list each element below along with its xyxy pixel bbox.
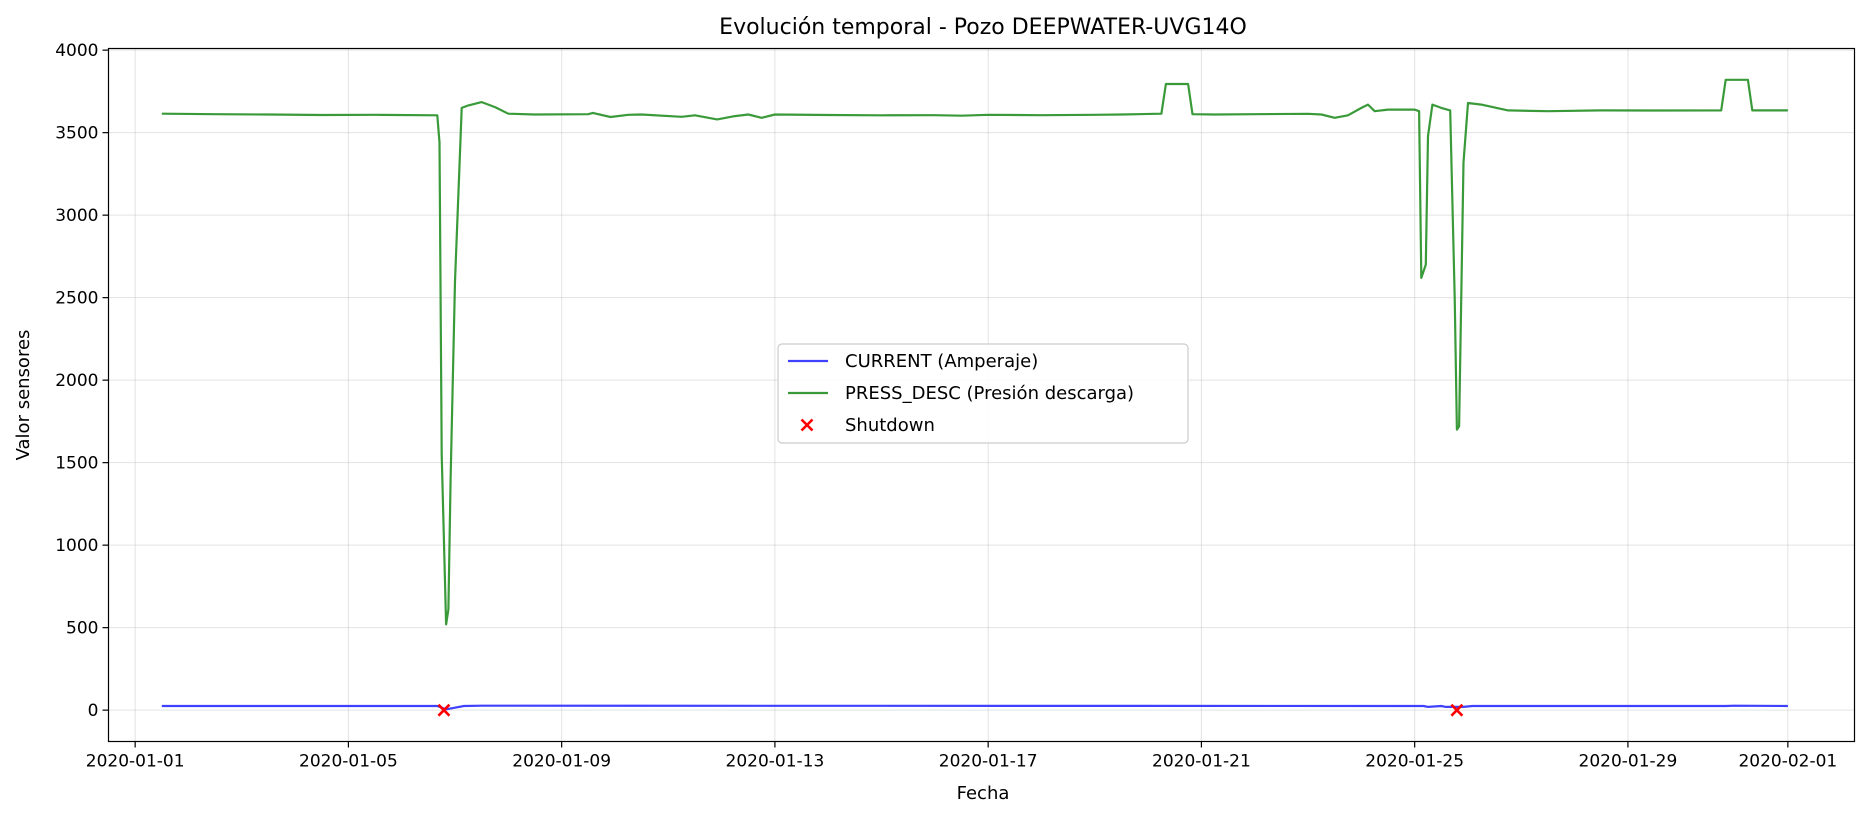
x-tick-label: 2020-01-09: [512, 752, 611, 772]
x-tick-label: 2020-01-21: [1152, 752, 1251, 772]
shutdown-marker-stroke: [1450, 703, 1464, 717]
x-axis-label: Fecha: [957, 783, 1010, 804]
current-series-line: [161, 704, 1788, 711]
y-tick-label: 1000: [55, 536, 98, 556]
legend-entry-label: PRESS_DESC (Presión descarga): [845, 383, 1134, 404]
x-axis: 2020-01-01 2020-01-05 2020-01-09 2020-01-13…: [86, 741, 1837, 772]
y-tick-label: 1500: [55, 454, 98, 474]
shutdown-marker-stroke: [437, 703, 451, 717]
y-tick-label: 0: [88, 701, 99, 721]
x-tick-label: 2020-01-01: [86, 752, 185, 772]
y-tick-label: 2500: [55, 289, 98, 309]
chart-title: Evolución temporal - Pozo DEEPWATER-UVG1…: [719, 15, 1247, 40]
y-axis: 0 500 1000 1500 2000 2500 3000 3500 4000: [55, 41, 109, 721]
legend-entry-label: Shutdown: [845, 415, 935, 436]
shutdown-marker: [437, 703, 451, 717]
x-tick-label: 2020-01-25: [1365, 752, 1464, 772]
series-layer: [161, 78, 1788, 717]
y-tick-label: 4000: [55, 41, 98, 61]
press-desc-series-line: [161, 78, 1788, 626]
shutdown-marker: [1450, 703, 1464, 717]
x-tick-label: 2020-01-17: [939, 752, 1038, 772]
legend-shutdown-marker: [800, 418, 814, 432]
y-axis-label: Valor sensores: [13, 330, 34, 461]
x-tick-label: 2020-01-29: [1579, 752, 1678, 772]
y-tick-label: 500: [66, 619, 98, 639]
legend: CURRENT (Amperaje) PRESS_DESC (Presión de…: [777, 343, 1189, 444]
plot-frame: [107, 47, 1856, 743]
legend-entry-label: CURRENT (Amperaje): [845, 351, 1038, 372]
x-tick-label: 2020-01-13: [726, 752, 825, 772]
y-tick-label: 3500: [55, 124, 98, 144]
x-tick-label: 2020-02-01: [1738, 752, 1837, 772]
y-tick-label: 3000: [55, 206, 98, 226]
y-tick-label: 2000: [55, 371, 98, 391]
x-tick-label: 2020-01-05: [299, 752, 398, 772]
legend-box: [777, 343, 1189, 444]
